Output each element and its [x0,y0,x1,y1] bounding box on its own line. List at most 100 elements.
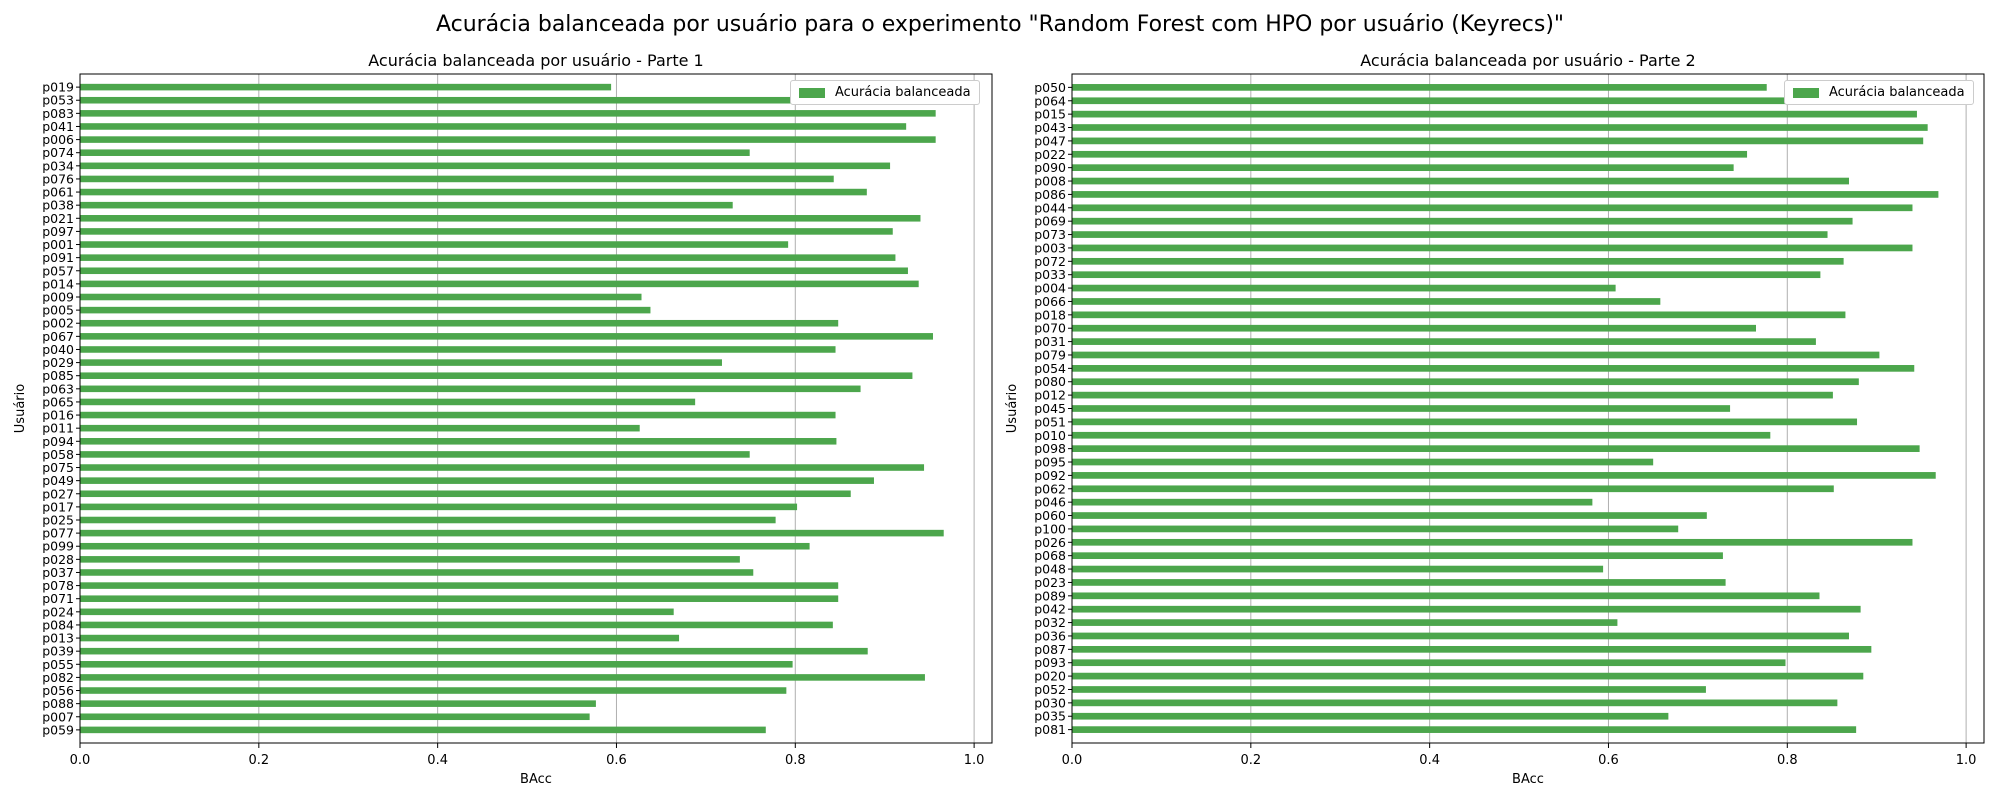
y-tick-label: p071 [42,591,74,606]
y-tick-label: p089 [1034,588,1066,603]
y-tick-label: p077 [42,526,74,541]
y-tick-label: p015 [1034,107,1066,122]
bar [1072,686,1706,693]
bar [1072,605,1861,613]
y-tick-label: p045 [1034,401,1066,416]
y-tick-label: p051 [1034,414,1066,429]
x-axis-label: BAcc [1512,772,1544,787]
legend-label: Acurácia balanceada [1829,85,1965,100]
y-tick-label: p098 [1034,441,1066,456]
bar [1072,726,1857,733]
x-tick-label: 0.2 [1240,753,1261,768]
bar [80,687,787,694]
bar [1072,365,1915,372]
x-tick-label: 0.2 [248,753,269,768]
bar [80,556,740,563]
y-tick-label: p039 [42,644,74,659]
plot-frame [1071,73,1985,744]
bar [80,516,776,524]
y-tick-label: p072 [1034,254,1066,269]
bar [1072,405,1731,412]
legend-swatch [1793,87,1819,98]
y-tick-label: p019 [42,80,74,95]
y-tick-label: p063 [42,381,74,396]
bar [80,175,834,183]
bar [80,267,908,275]
x-tick-label: 0.6 [1598,753,1619,768]
bar [1072,525,1679,533]
bar [80,241,789,248]
y-tick-label: p050 [1034,80,1066,95]
bar [1072,672,1864,680]
x-tick-label: 0.0 [1062,753,1083,768]
bar [80,215,921,222]
y-tick-label: p076 [42,171,74,186]
y-tick-label: p054 [1034,361,1066,376]
bar [1072,338,1816,345]
y-tick-label: p048 [1034,562,1066,577]
y-tick-label: p007 [42,709,74,724]
y-tick-label: p090 [1034,160,1066,175]
bar [1072,538,1913,546]
bar [80,149,750,156]
legend: Acurácia balanceada [1784,80,1974,105]
bar [1072,177,1849,185]
bar [1072,217,1853,225]
bar [1072,565,1604,573]
bar [1072,391,1833,399]
bar [80,110,936,117]
y-tick-label: p062 [1034,481,1066,496]
bar [1072,445,1920,452]
bar [80,254,896,261]
bar [80,228,893,235]
bar [1072,164,1734,172]
y-tick-label: p042 [1034,602,1066,617]
y-tick-label: p080 [1034,374,1066,389]
bar [80,319,839,327]
bar [80,359,722,366]
bar [1072,431,1771,439]
bar [1072,498,1593,506]
bar [1072,699,1838,707]
y-tick-label: p083 [42,106,74,121]
y-tick-label: p023 [1034,575,1066,590]
y-tick-label: p004 [1034,281,1066,296]
y-tick-label: p086 [1034,187,1066,202]
bar [1072,472,1936,479]
y-tick-label: p001 [42,237,74,252]
bar [80,569,754,576]
bar [80,477,874,484]
y-tick-label: p064 [1034,93,1066,108]
chart-title: Acurácia balanceada por usuário - Parte … [1360,51,1695,70]
y-tick-label: p034 [42,158,74,173]
y-tick-label: p057 [42,263,74,278]
bar [80,634,680,642]
bar [80,503,798,511]
bar [1072,191,1939,198]
bar [80,647,868,655]
bar [1072,284,1616,292]
bar [1072,137,1924,145]
bar [80,411,836,419]
y-tick-label: p043 [1034,120,1066,135]
bar [1072,204,1913,212]
bar [1072,231,1828,238]
y-tick-label: p018 [1034,307,1066,322]
y-tick-label: p017 [42,499,74,514]
bar [80,713,590,721]
y-tick-label: p003 [1034,240,1066,255]
bar [1072,645,1872,653]
y-tick-label: p033 [1034,267,1066,282]
bar [1072,418,1858,426]
y-tick-label: p030 [1034,695,1066,710]
bar [1072,552,1723,560]
y-tick-label: p006 [42,132,74,147]
y-tick-label: p002 [42,316,74,331]
y-tick-label: p028 [42,552,74,567]
y-tick-label: p059 [42,722,74,737]
y-tick-label: p012 [1034,388,1066,403]
y-tick-label: p022 [1034,147,1066,162]
y-tick-label: p078 [42,578,74,593]
y-tick-label: p025 [42,513,74,528]
y-tick-label: p088 [42,696,74,711]
